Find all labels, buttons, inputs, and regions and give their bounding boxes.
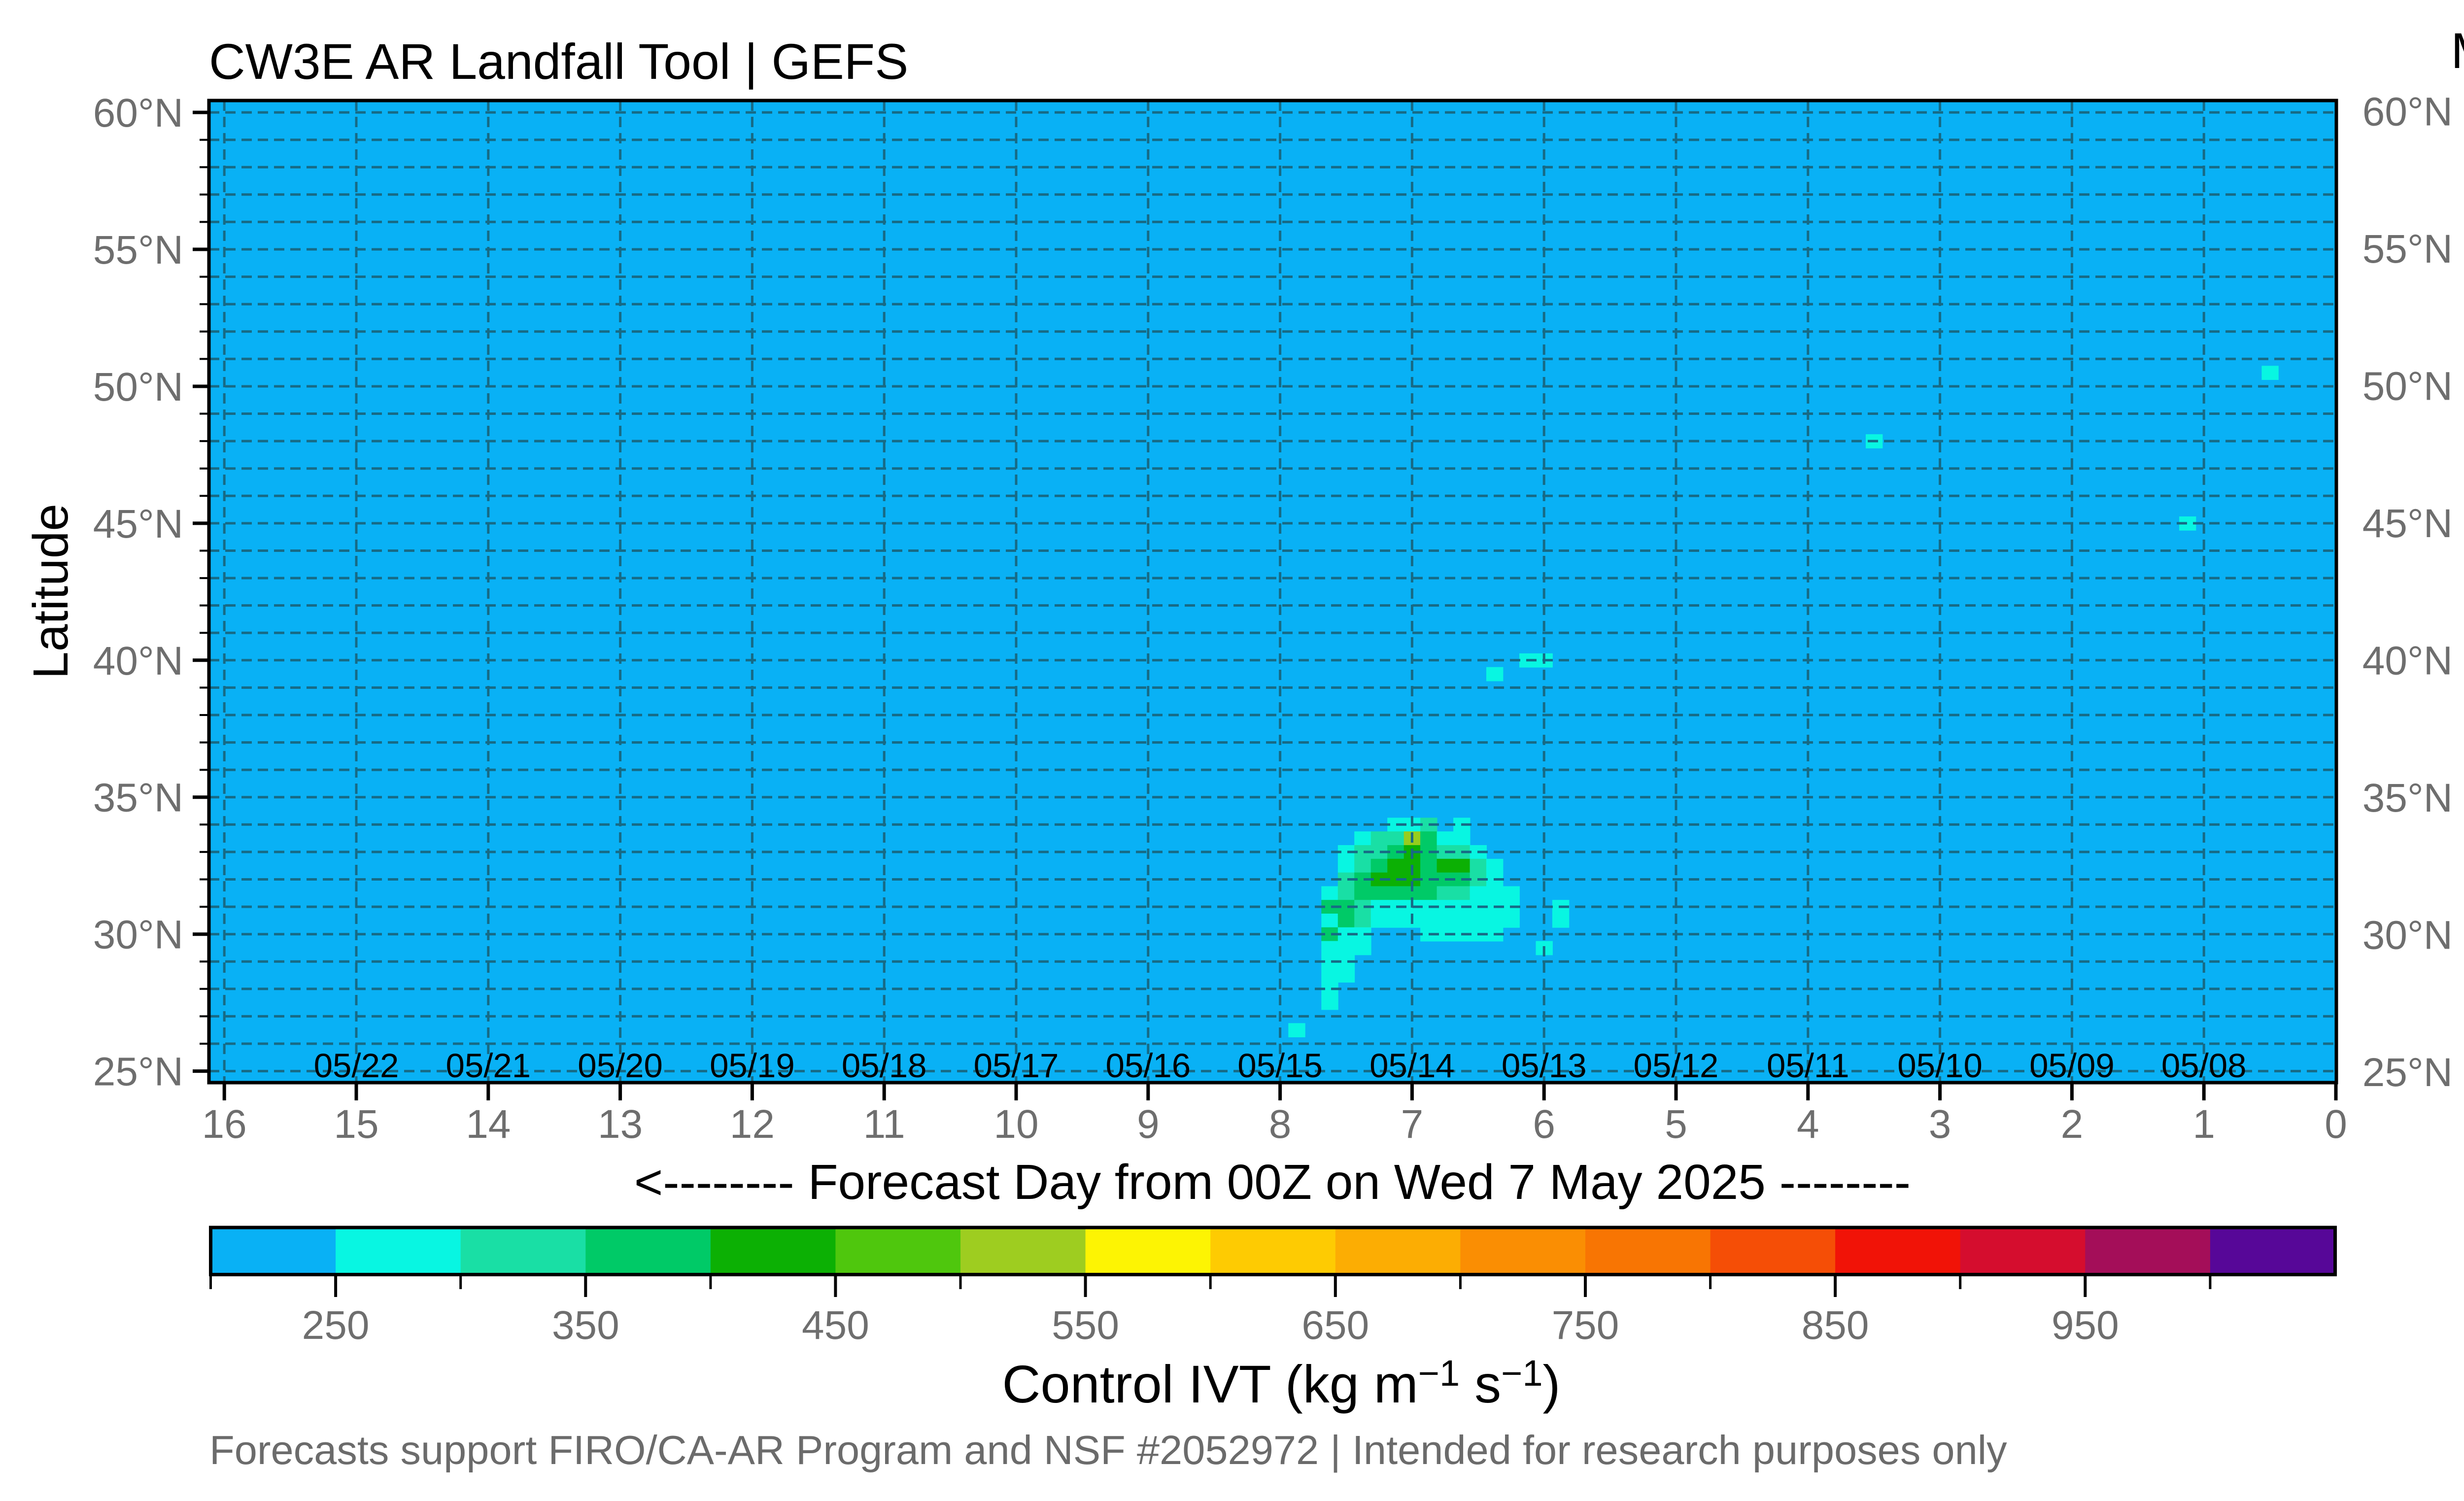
svg-text:40°N: 40°N	[93, 639, 183, 683]
svg-text:05/22: 05/22	[314, 1047, 399, 1085]
svg-text:1: 1	[2192, 1102, 2215, 1147]
svg-text:7: 7	[1401, 1102, 1424, 1147]
svg-text:55°N: 55°N	[93, 228, 183, 273]
svg-text:55°N: 55°N	[2362, 227, 2453, 272]
svg-text:05/21: 05/21	[445, 1047, 531, 1085]
svg-text:3: 3	[1929, 1102, 1951, 1147]
svg-text:25°N: 25°N	[93, 1050, 183, 1094]
svg-text:11: 11	[863, 1102, 905, 1147]
svg-text:05/11: 05/11	[1767, 1047, 1849, 1085]
svg-text:05/16: 05/16	[1105, 1047, 1191, 1085]
svg-text:350: 350	[552, 1303, 619, 1348]
svg-text:6: 6	[1533, 1102, 1555, 1147]
svg-text:45°N: 45°N	[2362, 501, 2453, 546]
svg-text:30°N: 30°N	[93, 913, 183, 957]
svg-text:05/13: 05/13	[1502, 1047, 1587, 1085]
svg-text:60°N: 60°N	[2362, 90, 2453, 135]
svg-text:9: 9	[1137, 1102, 1160, 1147]
svg-text:650: 650	[1301, 1303, 1369, 1348]
svg-text:5: 5	[1665, 1102, 1687, 1147]
svg-text:05/20: 05/20	[578, 1047, 663, 1085]
svg-text:05/15: 05/15	[1237, 1047, 1323, 1085]
svg-text:15: 15	[334, 1102, 378, 1147]
svg-text:16: 16	[202, 1102, 247, 1147]
svg-text:8: 8	[1269, 1102, 1292, 1147]
svg-text:50°N: 50°N	[2362, 364, 2453, 409]
svg-text:14: 14	[466, 1102, 511, 1147]
svg-text:Control IVT (kg m−1 s−1): Control IVT (kg m−1 s−1)	[1002, 1353, 1561, 1414]
svg-text:CW3E AR Landfall Tool | GEFS: CW3E AR Landfall Tool | GEFS	[209, 34, 908, 90]
svg-text:05/09: 05/09	[2029, 1047, 2115, 1085]
svg-text:4: 4	[1797, 1102, 1819, 1147]
svg-text:05/10: 05/10	[1897, 1047, 1983, 1085]
svg-text:Latitude: Latitude	[23, 504, 78, 679]
svg-text:Forecasts support FIRO/CA-AR P: Forecasts support FIRO/CA-AR Program and…	[209, 1427, 2007, 1473]
svg-text:550: 550	[1052, 1303, 1119, 1348]
svg-text:05/19: 05/19	[710, 1047, 795, 1085]
svg-text:05/18: 05/18	[842, 1047, 927, 1085]
svg-text:850: 850	[1802, 1303, 1869, 1348]
svg-text:50°N: 50°N	[93, 365, 183, 409]
svg-text:950: 950	[2052, 1303, 2119, 1348]
svg-text:25°N: 25°N	[2362, 1050, 2453, 1095]
svg-text:35°N: 35°N	[93, 776, 183, 820]
svg-text:0: 0	[2325, 1102, 2347, 1147]
svg-text:05/14: 05/14	[1369, 1047, 1455, 1085]
svg-text:35°N: 35°N	[2362, 776, 2453, 820]
svg-text:750: 750	[1552, 1303, 1619, 1348]
svg-text:05/08: 05/08	[2161, 1047, 2247, 1085]
svg-text:60°N: 60°N	[93, 91, 183, 136]
svg-text:12: 12	[730, 1102, 775, 1147]
svg-text:30°N: 30°N	[2362, 913, 2453, 958]
svg-text:250: 250	[302, 1303, 370, 1348]
svg-text:05/17: 05/17	[974, 1047, 1059, 1085]
svg-text:<-------- Forecast Day from 00: <-------- Forecast Day from 00Z on Wed 7…	[634, 1155, 1911, 1210]
svg-text:13: 13	[598, 1102, 643, 1147]
svg-text:45°N: 45°N	[93, 502, 183, 546]
svg-text:Model Run: 00Z Wed 7 May 2025: Model Run: 00Z Wed 7 May 2025	[2451, 23, 2464, 79]
svg-text:40°N: 40°N	[2362, 639, 2453, 683]
svg-text:450: 450	[802, 1303, 869, 1348]
svg-text:05/12: 05/12	[1634, 1047, 1719, 1085]
svg-text:2: 2	[2061, 1102, 2084, 1147]
svg-text:10: 10	[993, 1102, 1038, 1147]
